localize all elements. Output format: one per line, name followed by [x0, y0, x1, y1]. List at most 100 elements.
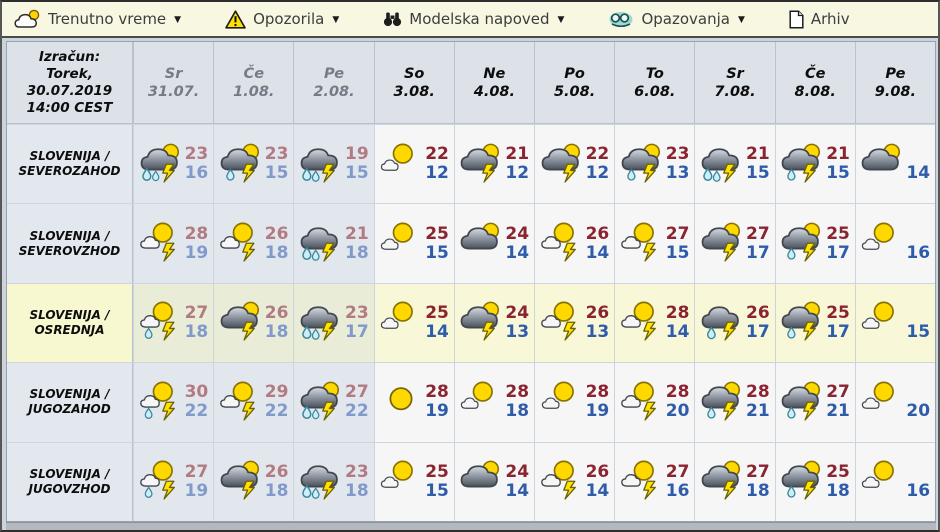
temps: 25 15: [425, 224, 450, 263]
temps: 27 22: [345, 383, 370, 421]
binoculars-icon: [383, 11, 402, 27]
high-temp: 26: [585, 223, 610, 244]
corner-line: 30.07.2019: [26, 82, 113, 99]
observer-icon: [608, 10, 634, 29]
low-temp: 15: [425, 242, 449, 263]
menu-item-modelska-napoved[interactable]: Modelska napoved ▼: [383, 10, 564, 28]
high-temp: 27: [745, 223, 770, 244]
warning-icon: [225, 9, 246, 29]
temps: 28 14: [666, 303, 691, 342]
cloud-rain2-bolt-icon: [298, 141, 344, 188]
forecast-cell: 25 18: [774, 441, 855, 521]
column-header-sr-7-08: Sr 7.08.: [694, 42, 775, 124]
temps: 27 17: [745, 223, 771, 263]
column-date: 7.08.: [714, 83, 756, 100]
high-temp: 26: [264, 302, 289, 323]
high-temp: 27: [826, 382, 850, 403]
temps: 30 22: [185, 383, 210, 421]
high-temp: 25: [425, 461, 449, 482]
cloud-sun-rain-bolt-icon: [779, 141, 825, 188]
temps: 25 17: [826, 303, 851, 342]
cloud-sun-bolt-icon: [539, 141, 585, 188]
partly-sunny-icon: [859, 299, 905, 346]
low-temp: 18: [184, 321, 209, 342]
sun-cloud-bolt-icon: [218, 379, 264, 426]
high-temp: 21: [344, 223, 369, 244]
high-temp: 30: [184, 382, 209, 403]
column-day: So: [403, 65, 425, 82]
temps: 27 18: [745, 462, 771, 501]
region-line1: SLOVENIJA /: [29, 466, 110, 481]
forecast-cell: 16: [854, 441, 935, 521]
cloud-rain2-bolt-icon: [699, 141, 745, 188]
temps: 25 14: [425, 303, 450, 342]
high-temp: 26: [745, 302, 770, 323]
region-label-osrednja[interactable]: SLOVENIJA / OSREDNJA: [7, 282, 133, 363]
temps: 16: [906, 225, 931, 263]
temps: 15: [906, 304, 931, 342]
low-temp: 21: [826, 401, 850, 422]
region-label-jugozahod[interactable]: SLOVENIJA / JUGOZAHOD: [7, 362, 133, 442]
forecast-cell: 20: [854, 362, 935, 442]
forecast-cell: 27 19: [133, 441, 214, 521]
region-label-severovzhod[interactable]: SLOVENIJA / SEVEROVZHOD: [7, 203, 133, 283]
temps: 21 12: [505, 145, 530, 183]
chevron-down-icon: ▼: [174, 15, 182, 25]
menu-item-opozorila[interactable]: Opozorila ▼: [225, 9, 339, 29]
partly-sunny-icon: [458, 379, 504, 426]
sun-cloud-rain-bolt-icon: [138, 299, 184, 346]
column-header-so-3-08: So 3.08.: [373, 42, 454, 124]
forecast-cell: 26 17: [694, 282, 775, 363]
bottom-scroll-edge[interactable]: [6, 522, 936, 530]
menu-item-opazovanja[interactable]: Opazovanja ▼: [608, 10, 745, 29]
high-temp: 21: [826, 144, 850, 165]
cloud-sun-rain2-bolt-icon: [298, 379, 344, 426]
low-temp: 18: [745, 480, 770, 501]
low-temp: 16: [184, 163, 209, 184]
cloud-sun-icon: [458, 220, 504, 267]
low-temp: 19: [425, 401, 449, 422]
column-date: 4.08.: [473, 83, 516, 100]
sun-cloud-bolt-icon: [619, 299, 665, 346]
cloud-rain-bolt-icon: [699, 299, 745, 346]
forecast-cell: 28 19: [533, 362, 615, 442]
sun-cloud-bolt-icon: [539, 458, 585, 505]
sun-cloud-bolt-icon: [539, 299, 585, 346]
column-date: 3.08.: [393, 83, 435, 100]
menu-item-arhiv[interactable]: Arhiv: [789, 9, 850, 29]
region-line2: SEVEROVZHOD: [18, 243, 121, 258]
high-temp: 28: [585, 382, 610, 403]
sun-cloud-bolt-icon: [539, 220, 585, 267]
forecast-cell: 23 15: [213, 124, 294, 204]
menu-item-trenutno-vreme[interactable]: Trenutno vreme ▼: [14, 9, 181, 30]
temps: 21 15: [826, 145, 851, 183]
document-icon: [789, 9, 804, 29]
forecast-cell: 30 22: [133, 362, 214, 442]
region-label-severozahod[interactable]: SLOVENIJA / SEVEROZAHOD: [7, 124, 133, 204]
forecast-cell: 26 13: [533, 282, 615, 363]
temps: 28 20: [666, 383, 691, 421]
high-temp: 27: [184, 302, 209, 323]
forecast-cell: 25 14: [373, 282, 454, 363]
cloud-rain2-bolt-icon: [298, 458, 344, 505]
temps: 24 13: [505, 303, 530, 342]
temps: 25 18: [826, 462, 851, 501]
high-temp: 27: [184, 461, 209, 482]
high-temp: [906, 463, 931, 482]
high-temp: 24: [505, 223, 530, 244]
column-date: 8.08.: [794, 83, 836, 100]
low-temp: 17: [745, 242, 770, 263]
forecast-cell: 26 18: [213, 203, 294, 283]
cloud-sun-bolt-icon: [458, 299, 504, 346]
temps: 27 16: [666, 462, 691, 501]
high-temp: 28: [665, 382, 690, 403]
cloud-sun-icon: [458, 458, 504, 505]
menu-item-label: Trenutno vreme: [48, 10, 167, 28]
low-temp: 22: [264, 401, 289, 422]
region-label-jugovzhod[interactable]: SLOVENIJA / JUGOVZHOD: [7, 441, 133, 521]
high-temp: 29: [264, 382, 289, 403]
low-temp: 15: [665, 242, 690, 263]
partly-sunny-icon: [378, 141, 424, 188]
forecast-cell: 23 17: [293, 282, 374, 363]
high-temp: 23: [264, 144, 289, 165]
